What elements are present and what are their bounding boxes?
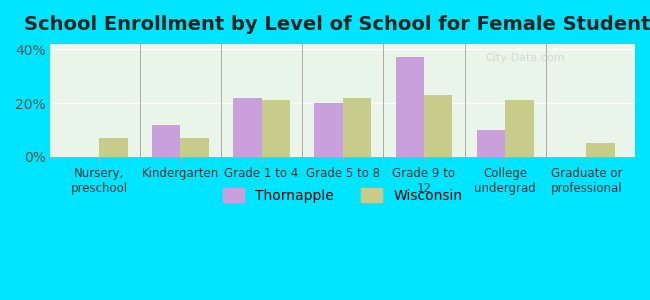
Bar bbox=[315, 103, 343, 157]
Text: City-Data.com: City-Data.com bbox=[486, 53, 565, 63]
Bar bbox=[424, 95, 452, 157]
Bar bbox=[233, 98, 261, 157]
Bar bbox=[99, 138, 127, 157]
Title: School Enrollment by Level of School for Female Students: School Enrollment by Level of School for… bbox=[24, 15, 650, 34]
Bar bbox=[343, 98, 371, 157]
Bar bbox=[152, 124, 181, 157]
Bar bbox=[181, 138, 209, 157]
Bar bbox=[505, 100, 534, 157]
Legend: Thornapple, Wisconsin: Thornapple, Wisconsin bbox=[217, 183, 468, 208]
Bar bbox=[586, 143, 615, 157]
Bar bbox=[261, 100, 290, 157]
Bar bbox=[395, 57, 424, 157]
Bar bbox=[476, 130, 505, 157]
